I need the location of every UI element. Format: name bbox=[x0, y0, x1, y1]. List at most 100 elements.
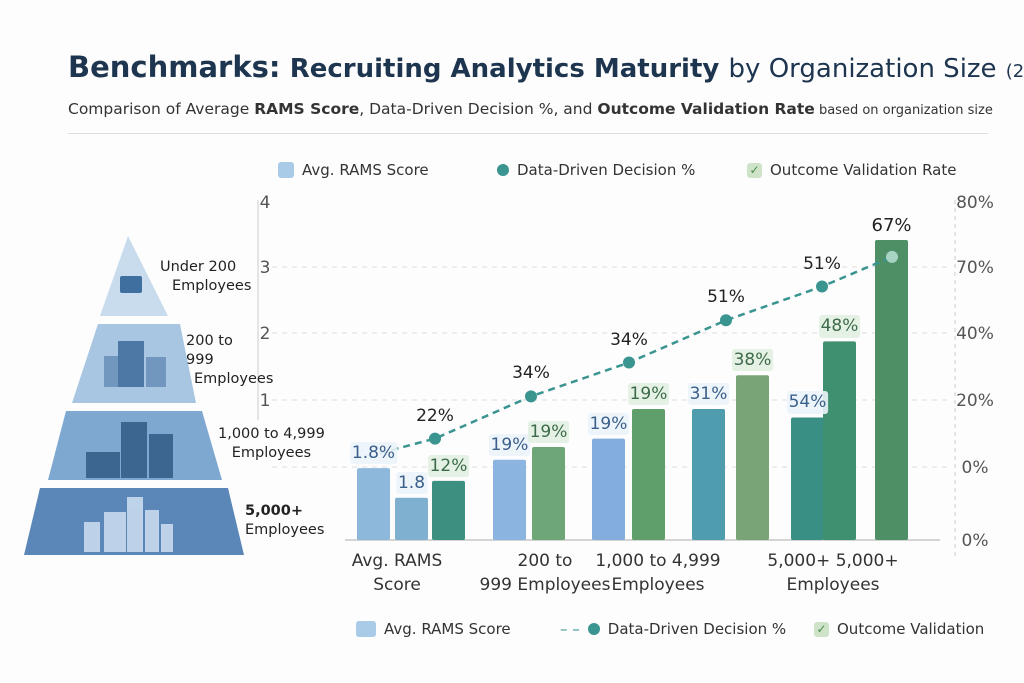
dot-icon bbox=[497, 164, 509, 176]
bar bbox=[357, 468, 390, 540]
legend-top-ddd: Data-Driven Decision % bbox=[497, 161, 695, 179]
left-tick-label: 4 bbox=[259, 193, 271, 213]
bar-label: 38% bbox=[731, 349, 774, 372]
building-icon bbox=[104, 341, 166, 387]
line-point bbox=[720, 314, 732, 327]
line-point bbox=[429, 432, 441, 445]
bar bbox=[395, 497, 428, 540]
category-label: Score bbox=[373, 575, 421, 595]
check-icon: ✓ bbox=[747, 162, 762, 178]
bar bbox=[736, 375, 769, 540]
line-point bbox=[816, 280, 828, 293]
tier-label-4: 5,000+ Employees bbox=[245, 502, 324, 540]
legend-bottom-rams: Avg. RAMS Score bbox=[356, 620, 511, 638]
category-label: 1,000 to 4,999 bbox=[595, 551, 721, 571]
bars bbox=[357, 240, 908, 540]
bar-label: 1.8% bbox=[349, 442, 398, 465]
bar-label: 54% bbox=[786, 391, 829, 414]
legend-label: Data-Driven Decision % bbox=[517, 161, 696, 179]
bar bbox=[632, 409, 665, 540]
briefcase-icon bbox=[120, 276, 142, 293]
line-point-label: 51% bbox=[707, 287, 745, 308]
line-point bbox=[525, 390, 537, 403]
line-point-label: 34% bbox=[512, 363, 550, 384]
legend-label: Avg. RAMS Score bbox=[302, 161, 429, 179]
tier-text: 200 to bbox=[186, 333, 233, 349]
line-point-label: 22% bbox=[416, 405, 454, 426]
legend-top-rams: Avg. RAMS Score bbox=[278, 161, 429, 179]
right-tick-label: 40% bbox=[956, 324, 994, 344]
line-point-label: 51% bbox=[803, 253, 841, 274]
bar-label: 19% bbox=[488, 433, 531, 456]
bar-label: 67% bbox=[871, 215, 912, 237]
legend-bottom-ovr: ✓ Outcome Validation bbox=[814, 620, 984, 638]
bar-label: 19% bbox=[587, 412, 630, 435]
bar bbox=[493, 459, 526, 540]
legend-top-ovr: ✓ Outcome Validation Rate bbox=[747, 161, 956, 179]
dot-icon bbox=[587, 623, 600, 635]
bar bbox=[791, 417, 824, 540]
line-series bbox=[379, 250, 898, 455]
bar bbox=[692, 409, 725, 540]
bar bbox=[592, 438, 625, 540]
check-icon: ✓ bbox=[814, 621, 829, 637]
square-icon bbox=[278, 162, 294, 178]
legend-label: Outcome Validation bbox=[837, 620, 985, 638]
right-tick-label: 0% bbox=[961, 458, 989, 478]
bar bbox=[432, 480, 465, 540]
tier-text: 1,000 to 4,999 bbox=[218, 426, 325, 442]
category-label: 999 Employees bbox=[479, 575, 611, 595]
category-label: Employees bbox=[786, 575, 880, 595]
bar bbox=[532, 447, 565, 540]
tier-text: Employees bbox=[172, 277, 252, 294]
bar-label: 12% bbox=[427, 454, 470, 477]
bar-label: 48% bbox=[818, 315, 861, 338]
line-point bbox=[623, 356, 635, 369]
title-main: Recruiting Analytics Maturity bbox=[289, 54, 720, 84]
bar-label: 19% bbox=[627, 383, 670, 406]
bar-label: 31% bbox=[687, 383, 730, 406]
right-tick-label: 0% bbox=[961, 531, 989, 551]
tier-label-2: 200 to 999 Employees bbox=[186, 332, 273, 389]
chart-subtitle: Comparison of Average RAMS Score, Data-D… bbox=[68, 100, 993, 118]
buildings-icon bbox=[86, 422, 173, 478]
left-tick-label: 1 bbox=[259, 391, 271, 411]
legend-bottom-ddd: – – Data-Driven Decision % bbox=[560, 620, 786, 638]
bar bbox=[875, 240, 908, 540]
legend-label: Data-Driven Decision % bbox=[607, 620, 787, 638]
right-tick-label: 20% bbox=[956, 391, 994, 411]
bar-label: 1.8 bbox=[395, 471, 428, 494]
title-bold: Benchmarks: bbox=[68, 50, 281, 84]
legend-label: Avg. RAMS Score bbox=[384, 620, 511, 638]
subtitle-part: RAMS Score bbox=[254, 100, 360, 118]
dashed-line-icon: – – bbox=[560, 620, 580, 638]
title-rest: by Organization Size bbox=[728, 54, 997, 84]
category-label: Employees bbox=[611, 575, 705, 595]
bar bbox=[823, 341, 856, 540]
skyline-icon bbox=[84, 497, 173, 552]
title-year: (2026) bbox=[1005, 61, 1024, 82]
left-tick-label: 3 bbox=[259, 258, 271, 278]
tier-text: Employees bbox=[231, 444, 312, 461]
tier-label-3: 1,000 to 4,999 Employees bbox=[218, 425, 325, 463]
subtitle-part: Outcome Validation Rate bbox=[597, 100, 815, 118]
square-icon bbox=[356, 621, 376, 637]
tier-text: Employees bbox=[245, 521, 325, 538]
tier-text: Employees bbox=[194, 370, 274, 387]
chart-title: Benchmarks: Recruiting Analytics Maturit… bbox=[68, 50, 1024, 84]
category-label: 200 to bbox=[517, 551, 573, 571]
legend-label: Outcome Validation Rate bbox=[770, 161, 957, 179]
tier-text: 5,000+ bbox=[245, 503, 304, 519]
subtitle-part: based on organization size bbox=[814, 103, 993, 118]
bar-label: 19% bbox=[527, 421, 570, 444]
divider bbox=[68, 133, 988, 134]
category-label: 5,000+ 5,000+ bbox=[767, 551, 899, 571]
subtitle-part: , Data-Driven Decision %, and bbox=[359, 100, 598, 118]
line-point bbox=[886, 250, 898, 263]
right-tick-label: 70% bbox=[956, 258, 994, 278]
category-label: Avg. RAMS bbox=[351, 551, 443, 571]
line-point-label: 34% bbox=[610, 329, 648, 350]
tier-text: 999 bbox=[186, 351, 214, 368]
tier-text: Under 200 bbox=[160, 259, 237, 275]
